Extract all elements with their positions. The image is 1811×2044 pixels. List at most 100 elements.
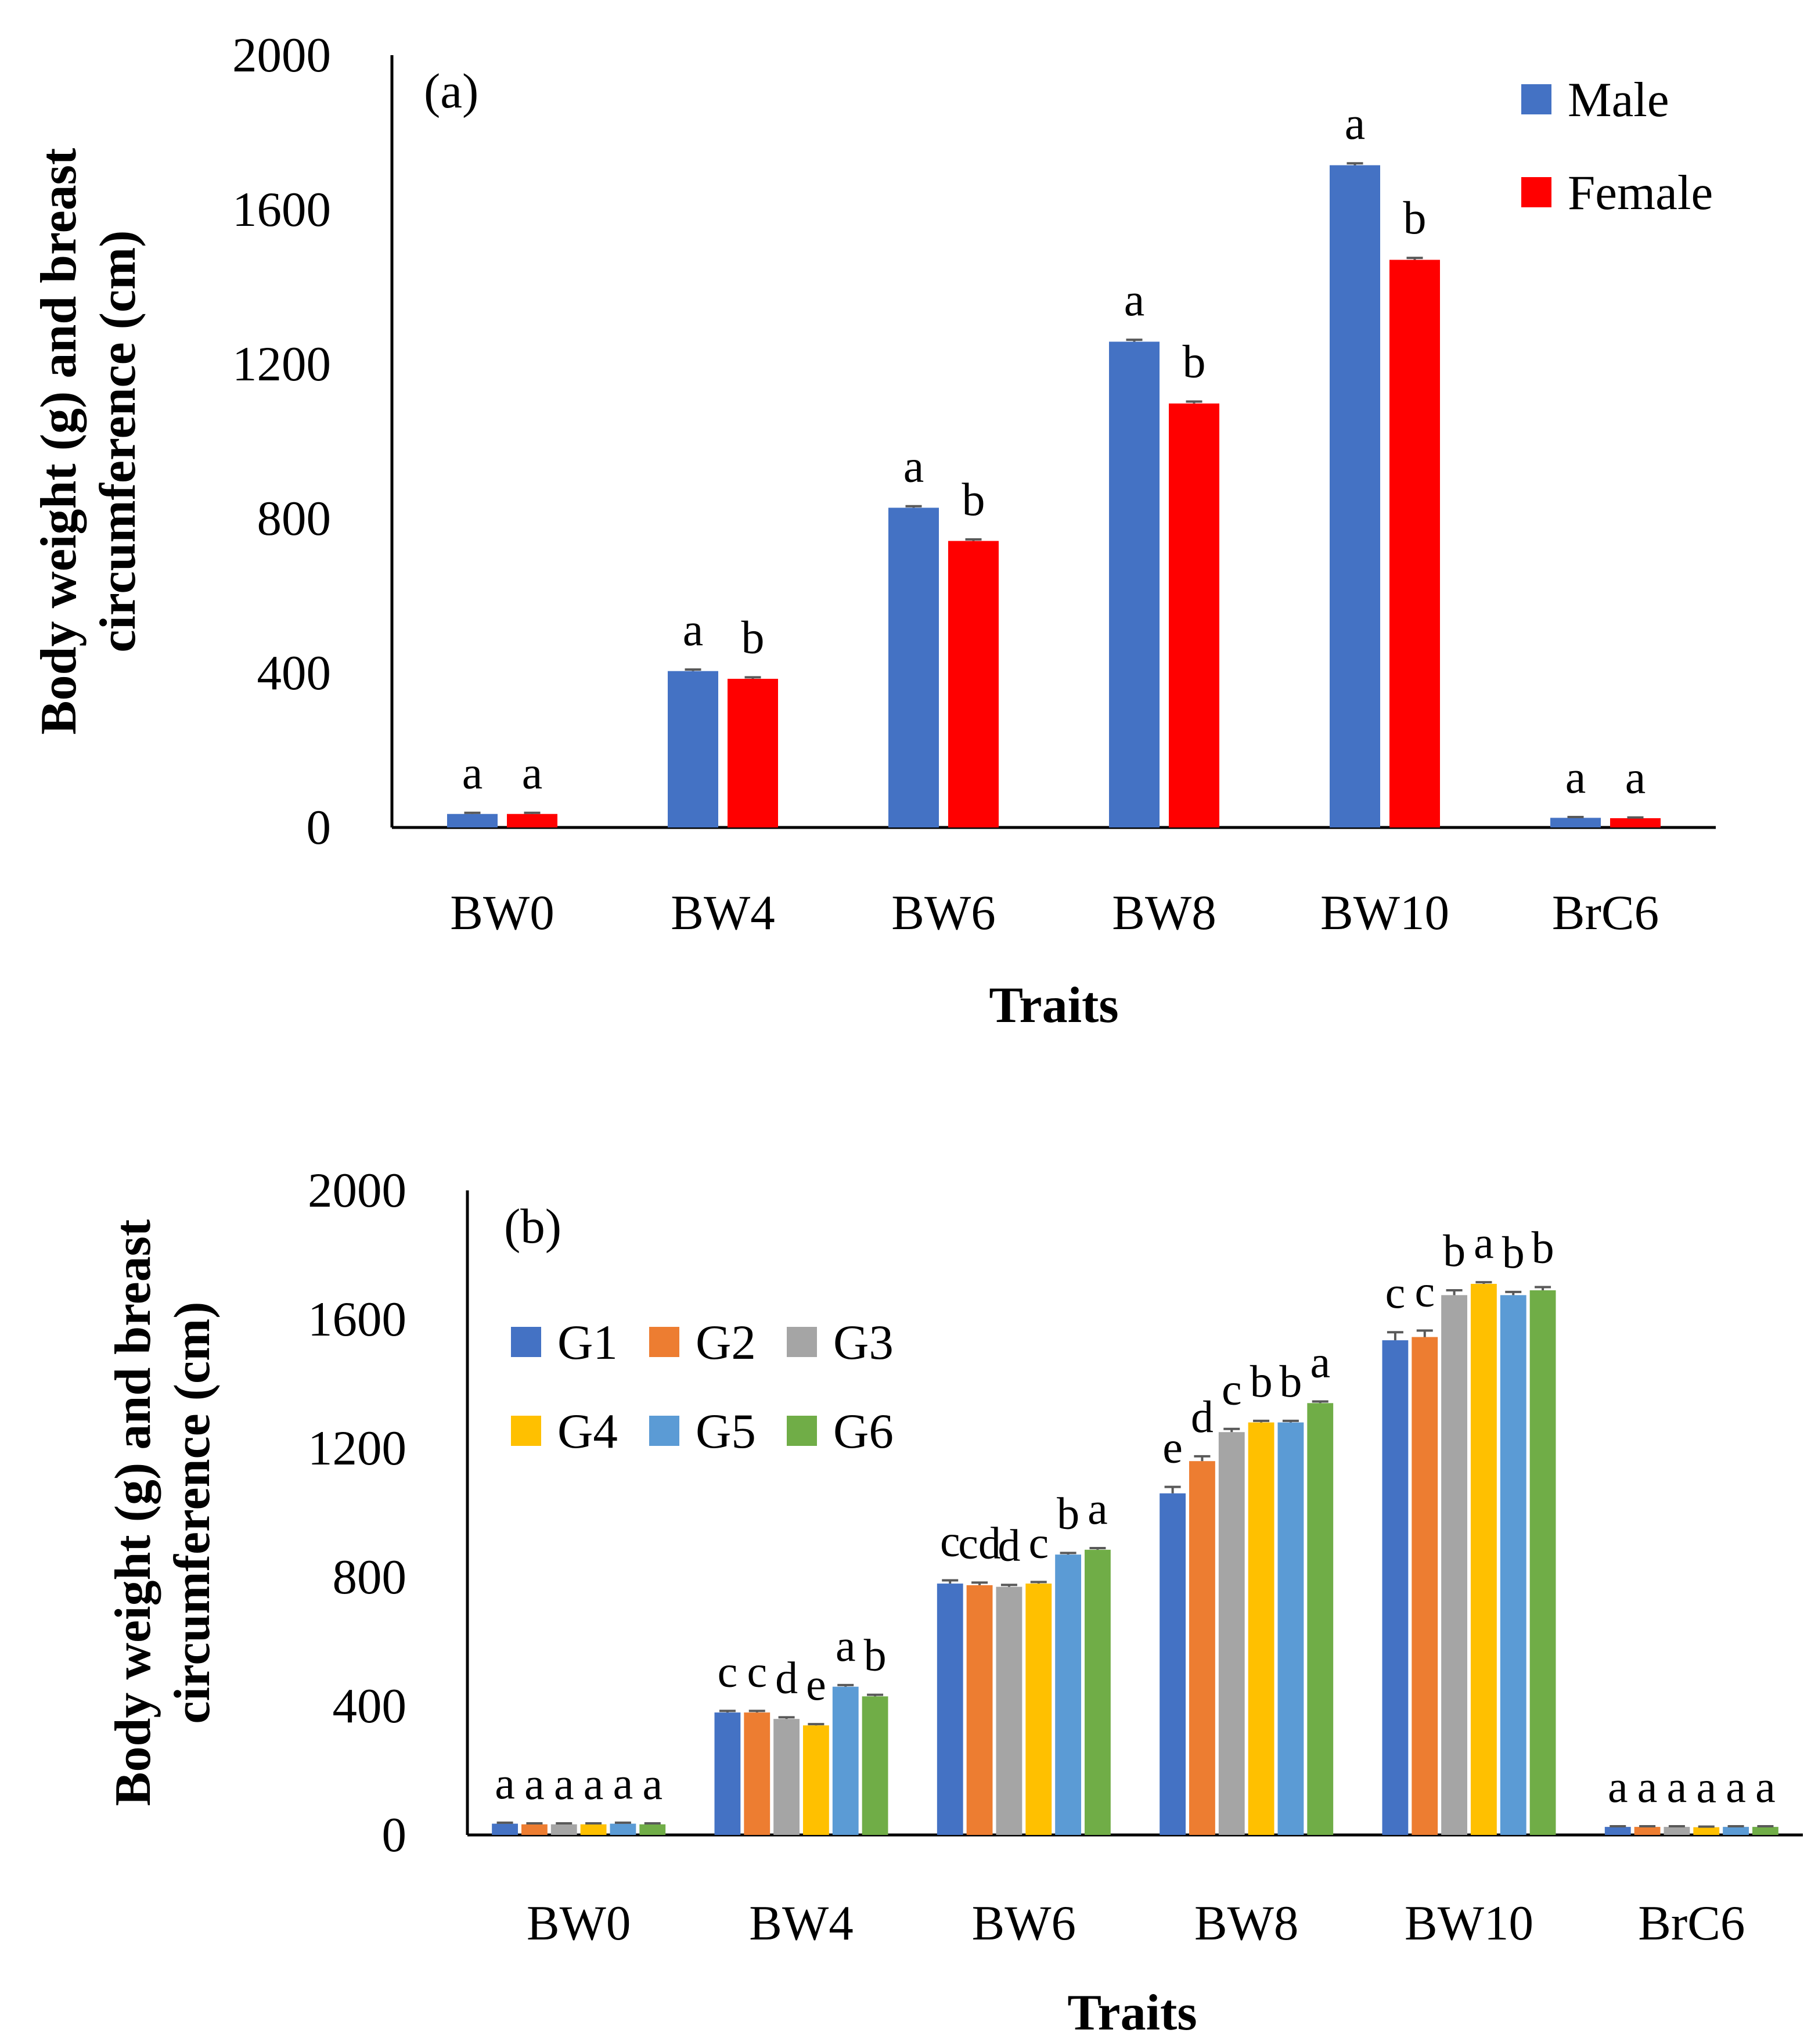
significance-letter: a <box>524 1758 545 1809</box>
bar-g1-brc6 <box>1604 1827 1631 1835</box>
legend-swatch-g2 <box>649 1327 679 1357</box>
x-axis-title: Traits <box>989 977 1118 1034</box>
significance-letter: a <box>642 1758 663 1809</box>
bar-male-brc6 <box>1550 818 1601 827</box>
bar-g4-bw8 <box>1248 1422 1274 1835</box>
bar-g1-bw4 <box>714 1712 741 1835</box>
significance-letter: b <box>741 612 765 663</box>
significance-letter: c <box>1385 1267 1406 1318</box>
y-tick-label: 2000 <box>232 28 331 82</box>
chart-panel-b: 0 400 800 1200 1600 2000 (b) Body weight (g) an… <box>105 1163 1803 2041</box>
x-category-label: BW6 <box>972 1896 1076 1951</box>
legend-label-female: Female <box>1568 165 1713 220</box>
significance-letter: a <box>903 441 924 492</box>
significance-letter: b <box>1057 1488 1079 1538</box>
legend-label-g4: G4 <box>557 1404 618 1459</box>
y-tick-label: 1600 <box>232 182 331 237</box>
significance-letter: b <box>962 474 985 526</box>
y-axis-title: Body weight (g) and breast <box>105 1219 161 1806</box>
bar-g4-bw6 <box>1025 1584 1052 1835</box>
significance-letter: a <box>1345 98 1366 149</box>
significance-letter: a <box>683 604 704 656</box>
bar-g6-bw4 <box>862 1696 888 1835</box>
legend-label-g2: G2 <box>696 1315 756 1370</box>
significance-letter: a <box>554 1758 574 1809</box>
bar-g2-bw10 <box>1412 1337 1438 1835</box>
bar-g6-bw0 <box>639 1824 666 1835</box>
chart-panel-a: 0 400 800 1200 1600 2000 (a) Body weight (g) an… <box>31 28 1716 1034</box>
bar-male-bw6 <box>888 508 939 827</box>
bar-male-bw10 <box>1330 165 1380 827</box>
bar-g3-brc6 <box>1664 1827 1690 1835</box>
y-tick-label: 400 <box>333 1679 407 1733</box>
legend-label-g1: G1 <box>557 1315 618 1370</box>
significance-letter: e <box>1162 1422 1183 1473</box>
bar-g6-brc6 <box>1752 1827 1778 1835</box>
y-tick-label: 1200 <box>232 337 331 391</box>
y-axis-title: Body weight (g) and breast <box>31 148 87 735</box>
legend-swatch-g1 <box>511 1327 541 1357</box>
legend-swatch-g4 <box>511 1416 541 1446</box>
bar-g5-bw8 <box>1277 1422 1304 1835</box>
bar-female-bw10 <box>1389 260 1440 827</box>
y-tick-label: 1200 <box>308 1421 406 1476</box>
bar-g3-bw0 <box>550 1824 577 1835</box>
y-tick-label: 2000 <box>308 1163 406 1218</box>
bar-g5-brc6 <box>1723 1827 1749 1835</box>
significance-letter: a <box>1088 1483 1108 1534</box>
legend-swatch-g3 <box>787 1327 817 1357</box>
legend-label-g3: G3 <box>833 1315 894 1370</box>
bar-g5-bw10 <box>1500 1295 1526 1835</box>
significance-letter: a <box>495 1758 515 1808</box>
bar-g2-bw0 <box>521 1824 548 1835</box>
bar-female-bw4 <box>728 678 778 827</box>
y-axis-title: circumference (cm) <box>90 230 146 652</box>
y-tick-label: 400 <box>257 646 332 700</box>
bar-female-bw6 <box>948 541 999 827</box>
x-category-label: BW6 <box>891 886 995 940</box>
x-category-label: BW8 <box>1112 886 1216 940</box>
significance-letter: c <box>1028 1517 1049 1567</box>
bar-g5-bw6 <box>1055 1554 1081 1835</box>
significance-letter: a <box>462 748 483 799</box>
y-tick-label: 0 <box>307 800 332 855</box>
legend-swatch-g6 <box>787 1416 817 1446</box>
significance-letter: b <box>1532 1222 1554 1273</box>
bar-g3-bw8 <box>1218 1432 1245 1835</box>
significance-letter: c <box>718 1646 738 1696</box>
significance-letter: c <box>1222 1364 1242 1415</box>
significance-letter: a <box>1565 752 1586 803</box>
significance-letter: cd <box>958 1517 1001 1568</box>
bar-g3-bw6 <box>996 1586 1022 1835</box>
significance-letter: b <box>1502 1227 1525 1278</box>
bar-g6-bw8 <box>1307 1403 1334 1835</box>
significance-letter: a <box>584 1758 604 1809</box>
legend-swatch-male <box>1521 84 1551 114</box>
bar-male-bw4 <box>668 671 718 827</box>
x-category-label: BW10 <box>1405 1896 1533 1951</box>
significance-letter: b <box>1183 337 1206 388</box>
significance-letter: a <box>1637 1761 1658 1812</box>
bar-g2-bw8 <box>1189 1461 1215 1835</box>
bar-female-bw0 <box>507 814 557 827</box>
significance-letter: c <box>940 1516 960 1566</box>
significance-letter: a <box>1474 1217 1494 1268</box>
significance-letter: c <box>1414 1265 1435 1316</box>
significance-letter: a <box>613 1758 633 1808</box>
legend-label-g5: G5 <box>696 1404 756 1459</box>
y-tick-label: 0 <box>382 1808 407 1862</box>
significance-letter: b <box>1443 1225 1466 1276</box>
bar-male-bw0 <box>447 814 498 827</box>
x-category-label: BW8 <box>1194 1896 1298 1951</box>
bar-female-brc6 <box>1610 818 1661 827</box>
panel-label: (b) <box>504 1199 561 1254</box>
bar-g2-bw6 <box>966 1585 993 1835</box>
significance-letter: e <box>806 1659 826 1710</box>
bar-male-bw8 <box>1109 341 1160 827</box>
x-category-label: BW0 <box>527 1896 631 1951</box>
y-tick-label: 800 <box>333 1550 407 1604</box>
significance-letter: d <box>998 1520 1020 1570</box>
significance-letter: a <box>1696 1762 1716 1812</box>
significance-letter: a <box>1755 1761 1776 1812</box>
significance-letter: a <box>1310 1337 1330 1387</box>
